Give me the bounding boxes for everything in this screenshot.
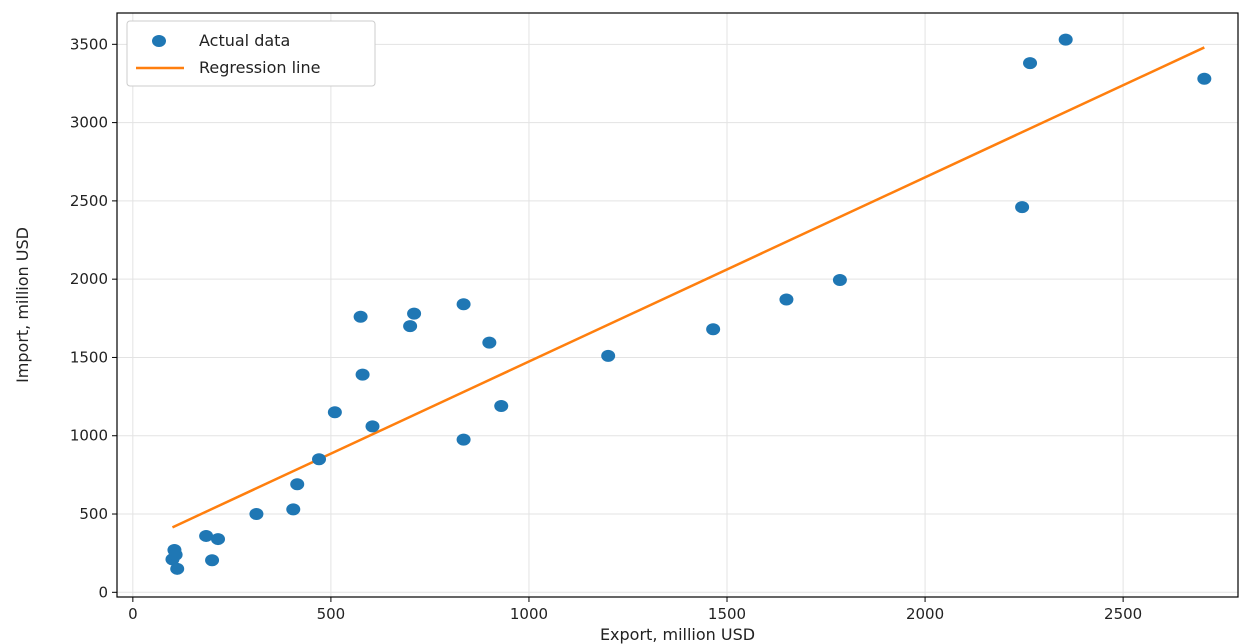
grid — [117, 13, 1238, 597]
plot-frame — [116, 12, 1239, 598]
x-axis-ticks: 0 500 1000 1500 2000 2500 — [128, 597, 1142, 623]
y-tick-label: 3000 — [70, 114, 108, 132]
data-point — [601, 349, 616, 362]
x-tick-label: 1500 — [708, 605, 746, 623]
x-tick-label: 1000 — [510, 605, 548, 623]
data-point — [312, 453, 327, 466]
data-point — [1058, 33, 1073, 46]
y-tick-label: 0 — [98, 583, 108, 601]
data-point — [403, 320, 418, 333]
data-point — [779, 293, 794, 306]
regression-line — [171, 46, 1205, 529]
data-point — [365, 420, 380, 433]
data-point — [205, 554, 220, 567]
data-point — [249, 508, 264, 521]
data-point — [353, 310, 368, 323]
legend-label-actual-data: Actual data — [199, 31, 290, 50]
data-point — [1023, 57, 1038, 70]
x-tick-label: 2500 — [1104, 605, 1142, 623]
legend-marker-actual-data — [152, 35, 166, 47]
data-point — [456, 433, 471, 446]
data-points — [165, 33, 1212, 575]
x-tick-label: 0 — [128, 605, 138, 623]
legend: Actual data Regression line — [126, 20, 376, 87]
y-tick-label: 2500 — [70, 192, 108, 210]
x-tick-label: 2000 — [906, 605, 944, 623]
y-tick-label: 1500 — [70, 348, 108, 366]
data-point — [168, 548, 183, 561]
legend-label-regression-line: Regression line — [199, 58, 320, 77]
y-axis-label: Import, million USD — [13, 227, 32, 383]
data-point — [1015, 201, 1030, 214]
regression-layer — [171, 46, 1205, 529]
data-point — [456, 298, 471, 311]
data-point — [327, 406, 342, 419]
data-point — [170, 562, 185, 575]
data-point — [211, 533, 226, 546]
data-point — [286, 503, 301, 516]
y-tick-label: 3500 — [70, 35, 108, 53]
data-point — [494, 399, 509, 412]
data-point — [199, 529, 214, 542]
data-point — [407, 307, 422, 320]
y-axis-ticks: 0 500 1000 1500 2000 2500 3000 3500 — [70, 35, 117, 601]
y-tick-label: 500 — [79, 505, 108, 523]
data-point — [1197, 72, 1212, 85]
data-point — [290, 478, 305, 491]
x-tick-label: 500 — [317, 605, 346, 623]
legend-box — [126, 20, 376, 87]
y-tick-label: 2000 — [70, 270, 108, 288]
data-point — [482, 336, 497, 349]
y-tick-label: 1000 — [70, 427, 108, 445]
data-point — [355, 368, 370, 381]
data-point — [832, 273, 847, 286]
data-point — [706, 323, 721, 336]
x-axis-label: Export, million USD — [600, 625, 755, 644]
